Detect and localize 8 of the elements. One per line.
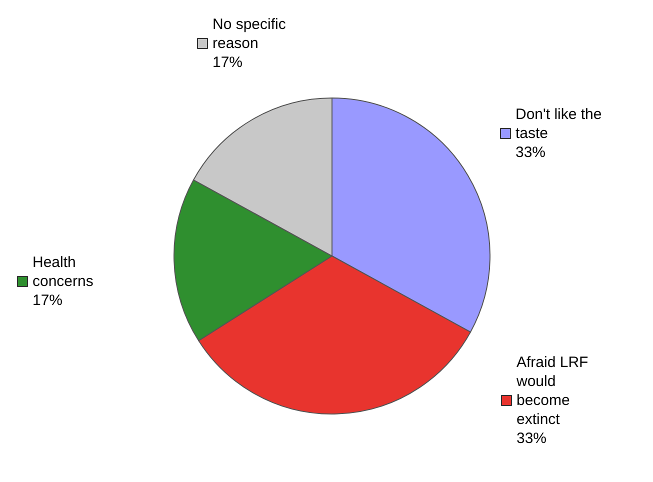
data-label: 17% [212, 54, 243, 71]
legend-label: Don't like the taste [516, 106, 602, 142]
data-label: 33% [516, 144, 546, 161]
legend-label: No specific reason [212, 16, 286, 52]
data-label: 17% [32, 292, 63, 309]
legend-label: Afraid LRF would become extinct [516, 354, 588, 428]
data-label: 33% [516, 430, 547, 447]
legend-label: Health concerns [32, 254, 94, 290]
